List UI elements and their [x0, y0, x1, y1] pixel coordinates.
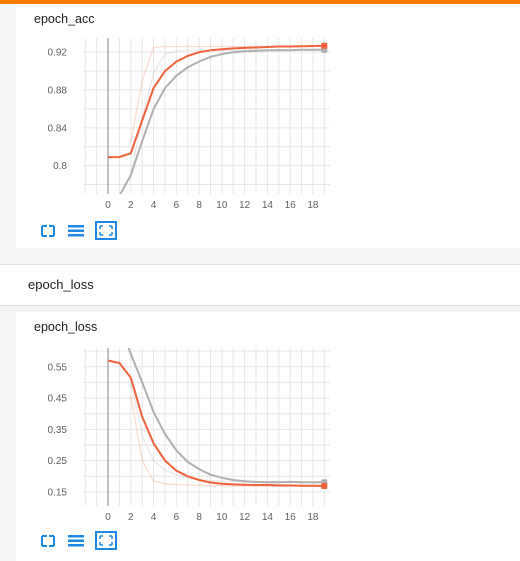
toggle-log-scale-icon	[68, 535, 84, 547]
x-tick-label: 14	[262, 200, 274, 211]
expand-chart-icon	[95, 221, 117, 240]
series-end-marker	[321, 42, 328, 49]
y-tick-label: 0.84	[48, 123, 68, 134]
series-line-gray-raw	[130, 49, 325, 176]
epoch-acc-chart[interactable]: 0 2 4 6 8 10 12 14 16 18 0.8 0.84 0.88 0.92	[16, 4, 520, 248]
series-line-orange-smoothed	[107, 359, 325, 487]
x-tick-label: 4	[151, 512, 157, 523]
x-tick-label: 12	[239, 512, 251, 523]
y-tick-label: 0.15	[48, 487, 68, 498]
fit-domain-icon	[41, 225, 55, 237]
expand-chart-button[interactable]	[95, 221, 117, 240]
y-tick-label: 0.25	[48, 456, 68, 467]
chart-title: epoch_loss	[34, 320, 98, 334]
toggle-log-scale-button[interactable]	[66, 222, 86, 240]
chart-card-epoch-acc: epoch_acc 0 2 4 6 8 10 12 14 16 18 0.8 0.84 0.88 0.92	[16, 4, 520, 248]
x-tick-label: 14	[262, 512, 274, 523]
y-tick-label: 0.8	[53, 161, 67, 172]
series-line-gray-smoothed	[127, 348, 325, 484]
x-tick-label: 2	[128, 512, 134, 523]
y-tick-label: 0.55	[48, 362, 68, 373]
y-tick-label: 0.35	[48, 425, 68, 436]
toggle-log-scale-icon	[68, 225, 84, 237]
y-tick-label: 0.45	[48, 394, 68, 405]
series-line-gray-smoothed	[119, 48, 325, 194]
series-line-orange-smoothed	[108, 44, 325, 159]
x-tick-label: 6	[174, 200, 180, 211]
expand-chart-button[interactable]	[95, 531, 117, 550]
x-tick-label: 2	[128, 200, 134, 211]
chart-title: epoch_acc	[34, 12, 95, 26]
x-tick-label: 18	[307, 512, 319, 523]
x-tick-label: 10	[216, 200, 228, 211]
x-tick-label: 0	[105, 512, 111, 523]
x-tick-label: 8	[196, 200, 202, 211]
x-tick-label: 16	[285, 200, 297, 211]
chart-grid	[83, 38, 330, 194]
y-tick-label: 0.92	[48, 48, 68, 59]
x-tick-label: 10	[216, 512, 228, 523]
section-title: epoch_loss	[28, 277, 94, 292]
chart-card-epoch-loss: epoch_loss 0 2 4 6 8 10 12 14 16 18 0.15 0.25 0.35 0.…	[16, 312, 520, 561]
fit-domain-icon	[41, 535, 55, 547]
x-tick-label: 6	[174, 512, 180, 523]
series-end-marker	[321, 482, 328, 489]
series-line-gray-raw	[130, 382, 325, 483]
fit-domain-button[interactable]	[38, 532, 58, 550]
x-tick-label: 8	[196, 512, 202, 523]
series-line-orange-raw	[130, 394, 325, 488]
fit-domain-button[interactable]	[38, 222, 58, 240]
x-tick-label: 16	[285, 512, 297, 523]
x-tick-label: 0	[105, 200, 111, 211]
x-tick-label: 4	[151, 200, 157, 211]
x-tick-label: 18	[307, 200, 319, 211]
epoch-loss-chart[interactable]: 0 2 4 6 8 10 12 14 16 18 0.15 0.25 0.35 0.45 0.55	[16, 312, 520, 561]
x-tick-label: 12	[239, 200, 251, 211]
accent-top-bar	[0, 0, 520, 4]
y-tick-label: 0.88	[48, 86, 68, 97]
toggle-log-scale-button[interactable]	[66, 532, 86, 550]
expand-chart-icon	[95, 531, 117, 550]
section-header[interactable]: epoch_loss	[0, 264, 520, 306]
